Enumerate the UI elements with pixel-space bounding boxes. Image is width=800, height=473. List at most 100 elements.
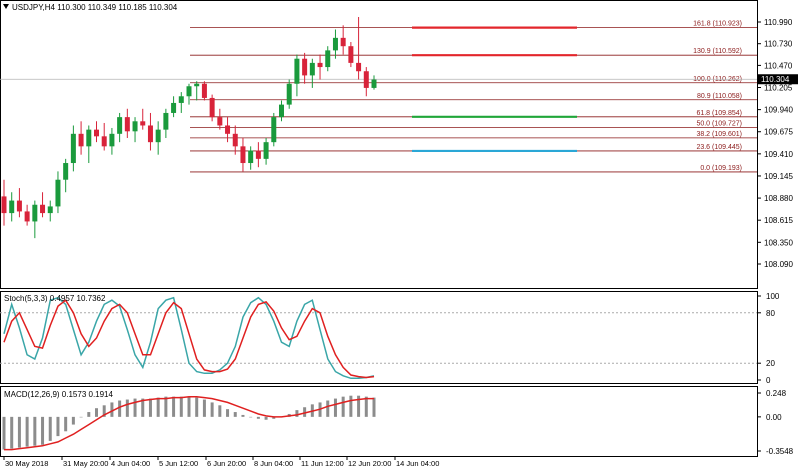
- candle-body[interactable]: [255, 150, 261, 159]
- macd-histogram-bar: [372, 397, 376, 417]
- candle-body[interactable]: [271, 117, 277, 143]
- candle-body[interactable]: [86, 129, 92, 147]
- macd-histogram-bar: [2, 416, 6, 450]
- macd-histogram-bar: [187, 396, 191, 417]
- macd-histogram-bar: [56, 416, 60, 437]
- macd-histogram-bar: [71, 416, 75, 425]
- candle-body[interactable]: [32, 204, 38, 222]
- candle-body[interactable]: [24, 211, 30, 222]
- candle-body[interactable]: [356, 62, 362, 72]
- macd-histogram-bar: [218, 405, 222, 417]
- candle-body[interactable]: [16, 200, 22, 212]
- macd-tick-label: 0.00: [766, 413, 782, 422]
- candle-body[interactable]: [348, 46, 354, 63]
- candle-body[interactable]: [1, 196, 7, 214]
- macd-histogram-bar: [156, 397, 160, 417]
- price-tick-label: 109.940: [764, 106, 793, 115]
- candle-body[interactable]: [194, 83, 200, 87]
- candle-body[interactable]: [155, 129, 161, 143]
- candle-body[interactable]: [124, 117, 130, 132]
- macd-histogram-bar: [87, 412, 91, 417]
- macd-histogram-bar: [10, 416, 14, 449]
- macd-histogram-bar: [241, 414, 245, 417]
- macd-histogram-bar: [272, 416, 276, 419]
- candle-body[interactable]: [302, 58, 308, 76]
- fib-level-label: 130.9 (110.592): [693, 48, 742, 55]
- stoch-tick-label: 20: [766, 359, 775, 368]
- main-panel-frame: [0, 0, 758, 289]
- macd-histogram-bar: [179, 396, 183, 417]
- candle-body[interactable]: [186, 86, 192, 97]
- stoch-tick-label: 80: [766, 309, 775, 318]
- close-value: 110.304: [148, 3, 178, 12]
- candle-body[interactable]: [78, 133, 84, 147]
- macd-histogram-bar: [295, 410, 299, 417]
- macd-tick-label: 0.248: [766, 389, 787, 398]
- time-tick-label: 30 May 2018: [5, 459, 48, 468]
- candle-body[interactable]: [248, 150, 254, 164]
- candle-body[interactable]: [263, 142, 269, 159]
- candle-body[interactable]: [286, 83, 292, 105]
- price-tick-label: 109.675: [764, 128, 793, 137]
- candle-body[interactable]: [201, 83, 207, 98]
- stochastic-label: Stoch(5,3,3) 0.4957 10.7362: [4, 294, 106, 303]
- time-tick-label: 31 May 20:00: [63, 459, 108, 468]
- candle-body[interactable]: [147, 125, 153, 143]
- macd-histogram-bar: [141, 398, 145, 417]
- candle-body[interactable]: [209, 97, 215, 118]
- candle-body[interactable]: [232, 133, 238, 147]
- macd-histogram-bar: [118, 400, 122, 417]
- candle-body[interactable]: [309, 62, 315, 76]
- candle-body[interactable]: [94, 129, 99, 137]
- candle-body[interactable]: [55, 179, 61, 207]
- candle-body[interactable]: [132, 121, 138, 132]
- macd-tick-label: -0.3548: [766, 447, 794, 456]
- candle-body[interactable]: [40, 204, 46, 214]
- time-tick-label: 6 Jun 20:00: [207, 459, 246, 468]
- macd-histogram-bar: [164, 396, 168, 417]
- candle-body[interactable]: [225, 125, 231, 134]
- fib-level-label: 50.0 (109.727): [696, 120, 742, 127]
- candle-body[interactable]: [140, 121, 146, 126]
- dropdown-triangle-icon[interactable]: [3, 4, 9, 9]
- price-tick-label: 110.205: [764, 84, 793, 93]
- candle-body[interactable]: [325, 50, 331, 68]
- macd-histogram-bar: [341, 396, 345, 417]
- candle-body[interactable]: [47, 206, 53, 214]
- candle-body[interactable]: [9, 200, 15, 214]
- price-tick-label: 110.990: [764, 18, 793, 27]
- stoch-tick-label: 100: [766, 292, 780, 301]
- macd-histogram-bar: [25, 416, 29, 447]
- candle-body[interactable]: [317, 62, 323, 68]
- candle-body[interactable]: [240, 146, 246, 164]
- candle-body[interactable]: [163, 112, 169, 130]
- candle-body[interactable]: [171, 102, 177, 113]
- candle-body[interactable]: [101, 136, 107, 147]
- candle-body[interactable]: [117, 117, 123, 134]
- candle-body[interactable]: [63, 163, 69, 180]
- time-tick-label: 8 Jun 04:00: [254, 459, 293, 468]
- candle-body[interactable]: [109, 133, 115, 147]
- stoch-tick-label: 0: [766, 376, 771, 385]
- fib-level-label: 161.8 (110.923): [693, 21, 742, 28]
- candle-body[interactable]: [332, 37, 338, 51]
- fib-level-label: 80.9 (110.058): [697, 93, 742, 100]
- candle-body[interactable]: [363, 71, 369, 88]
- macd-histogram-bar: [233, 412, 237, 417]
- macd-histogram-bar: [326, 400, 330, 417]
- stoch-signal-line: [3, 299, 375, 379]
- macd-histogram-bar: [125, 399, 129, 417]
- stoch-main-line: [3, 296, 375, 380]
- candle-body[interactable]: [294, 58, 300, 84]
- candle-body[interactable]: [217, 117, 223, 126]
- candle-body[interactable]: [371, 79, 377, 88]
- candle-body[interactable]: [70, 133, 76, 164]
- time-tick-label: 14 Jun 04:00: [396, 459, 439, 468]
- price-tick-label: 110.730: [764, 40, 793, 49]
- candle-body[interactable]: [279, 104, 284, 118]
- candle-body[interactable]: [178, 96, 184, 103]
- macd-histogram-bar: [172, 396, 176, 417]
- candle-body[interactable]: [340, 37, 346, 47]
